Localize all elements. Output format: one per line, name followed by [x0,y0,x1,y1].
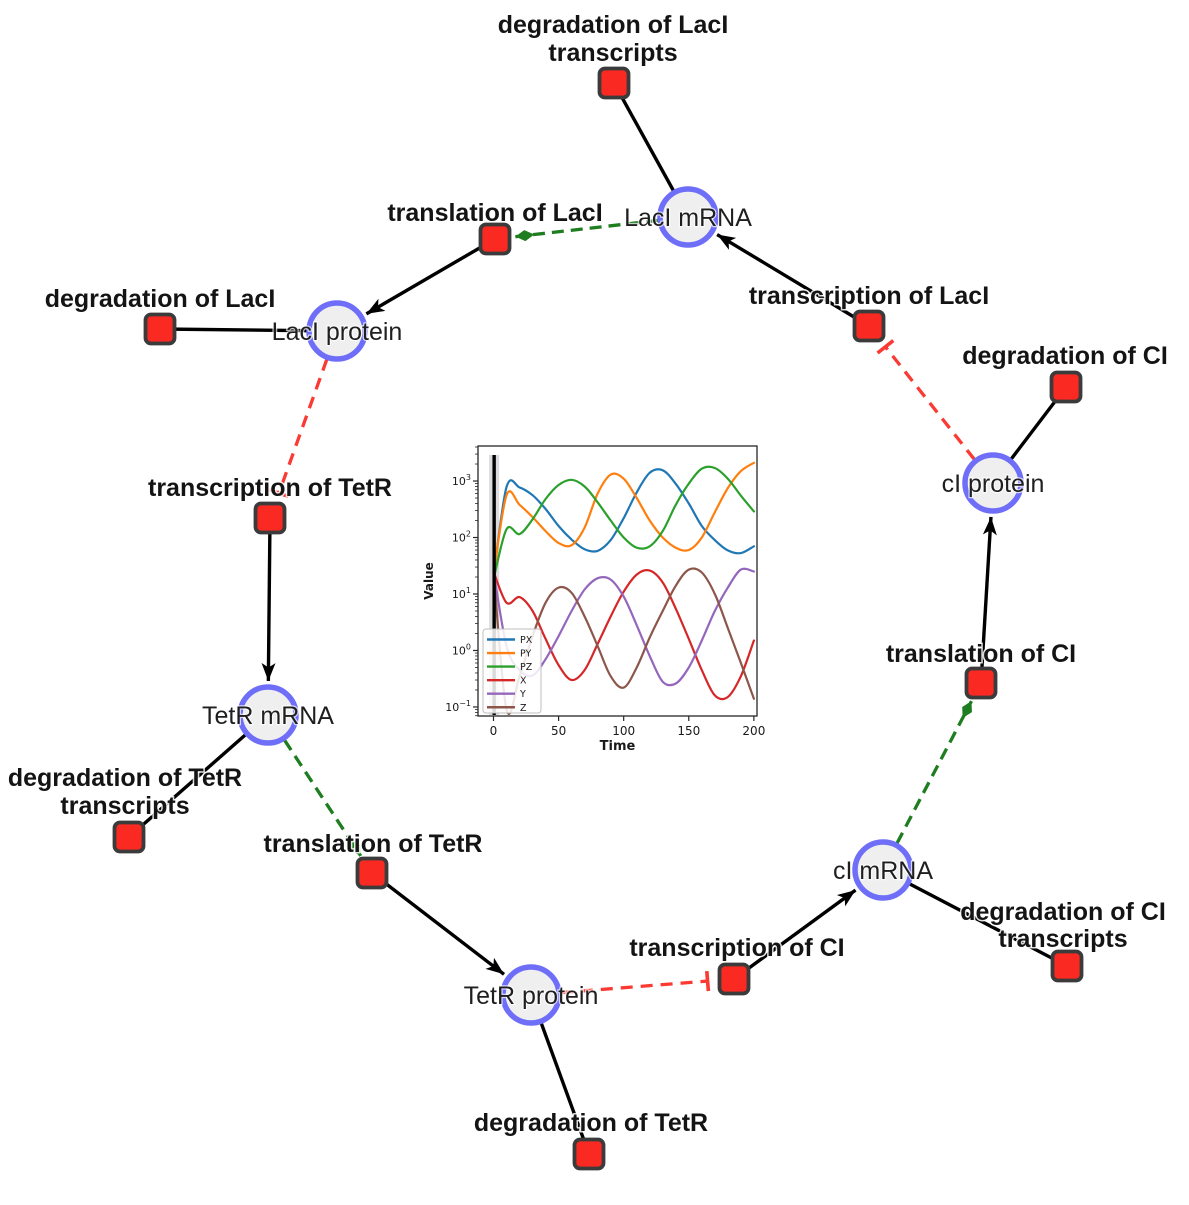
reaction-node-transl-tetr[interactable] [355,856,389,890]
y-tick-label: 100 [452,642,471,657]
reaction-node-deg-laci-transcripts[interactable] [597,66,631,100]
reaction-label-transcr-laci: transcription of LacI [749,282,989,310]
edge-tetr-mrna-deg-tetr-transcripts [127,713,270,839]
reaction-label-deg-ci: degradation of CI [962,342,1168,370]
reaction-node-transl-ci[interactable] [964,666,998,700]
species-node-laci-mrna[interactable] [657,186,719,248]
edge-tetr-protein-transcr-ci [560,979,708,995]
species-node-tetr-mrna[interactable] [237,684,299,746]
legend-box [482,628,542,714]
series-X-line [492,569,755,701]
legend-label-Y: Y [519,689,526,700]
species-label-ci-protein: cI protein [942,470,1045,498]
edge-transl-tetr-tetr-protein [370,871,506,976]
edge-laci-mrna-transl-laci [515,218,659,242]
species-layer: LacI mRNA LacI protein TetR mRNA TetR prote… [201,186,1046,1026]
plot-x-axis-label: Time [600,739,636,754]
species-label-laci-mrna: LacI mRNA [624,204,752,232]
plot-y-axis-label: Value [422,562,436,600]
species-node-laci-protein[interactable] [306,300,368,362]
edge-tetr-protein-transcr-ci-tbar [705,970,711,992]
reaction-node-transcr-tetr[interactable] [253,501,287,535]
reaction-node-deg-ci[interactable] [1049,370,1083,404]
reaction-node-deg-ci-transcripts[interactable] [1050,949,1084,983]
x-tick-label: 200 [742,724,765,738]
reaction-label-deg-ci-transcripts: degradation of CI transcripts [960,898,1166,953]
edge-transl-laci-laci-protein [365,237,496,316]
species-label-tetr-protein: TetR protein [464,982,599,1010]
x-tick-label: 150 [677,724,700,738]
species-node-ci-mrna[interactable] [852,839,914,901]
edge-transcr-tetr-tetr-mrna [261,517,276,682]
series-PY-line [492,461,755,576]
y-tick-label: 101 [452,586,471,601]
legend-label-PY: PY [520,649,532,660]
species-label-ci-mrna: cI mRNA [833,857,933,885]
reaction-label-transl-laci: translation of LacI [387,199,602,227]
reaction-node-deg-laci[interactable] [143,312,177,346]
series-PX-line [492,468,755,579]
species-node-tetr-protein[interactable] [500,964,562,1026]
plot-legend: PX PY PZ XYZ [482,628,542,714]
reaction-label-transcr-ci: transcription of CI [629,934,844,962]
reaction-node-transl-laci[interactable] [478,222,512,256]
edge-transcr-ci-ci-mrna [732,888,857,981]
edge-transcr-laci-laci-mrna [716,233,870,328]
species-label-tetr-mrna: TetR mRNA [202,702,334,730]
edge-laci-protein-transcr-tetr-tbar [268,487,289,499]
reaction-node-deg-tetr-transcripts[interactable] [112,820,146,854]
reaction-label-transcr-tetr: transcription of TetR [148,474,392,502]
edge-ci-protein-transcr-laci [884,345,976,461]
plot-axes-box [477,445,758,717]
edge-laci-protein-transcr-tetr [277,358,329,494]
legend-label-X: X [520,676,527,687]
x-tick-label: 100 [612,724,635,738]
reaction-node-deg-tetr[interactable] [572,1137,606,1171]
edge-transl-ci-ci-protein [979,516,997,684]
species-label-laci-protein: LacI protein [272,318,403,346]
y-tick-label: 10−1 [445,699,471,714]
reaction-label-deg-tetr-transcripts: degradation of TetR transcripts [8,764,242,820]
legend-label-PZ: PZ [520,662,533,673]
reaction-node-transcr-laci[interactable] [852,309,886,343]
legend-label-PX: PX [520,635,533,646]
legend-label-Z: Z [520,703,527,714]
edge-tetr-mrna-transl-tetr [283,739,363,857]
edge-ci-protein-transcr-laci-tbar [876,339,895,355]
reaction-label-deg-laci: degradation of LacI [45,285,276,313]
reaction-label-deg-laci-transcripts: degradation of LacI transcripts [498,11,729,67]
reaction-node-transcr-ci[interactable] [717,962,751,996]
timecourse-plot: 0 50 100 150 20010−1100101102103TimeValuePXP… [422,445,765,754]
x-tick-label: 0 [490,724,498,738]
x-tick-label: 50 [551,724,566,738]
y-tick-label: 103 [452,473,471,488]
reaction-layer: degradation of LacI transcripts translatio… [6,10,1169,1171]
reaction-label-transl-tetr: translation of TetR [264,830,483,858]
edge-ci-mrna-deg-ci-transcripts [882,868,1068,968]
reaction-label-deg-tetr: degradation of TetR [474,1109,708,1137]
series-PZ-line [492,465,755,581]
reaction-label-transl-ci: translation of CI [886,640,1076,668]
species-node-ci-protein[interactable] [962,452,1024,514]
y-tick-label: 102 [452,530,471,545]
edge-ci-mrna-transl-ci [895,700,973,845]
